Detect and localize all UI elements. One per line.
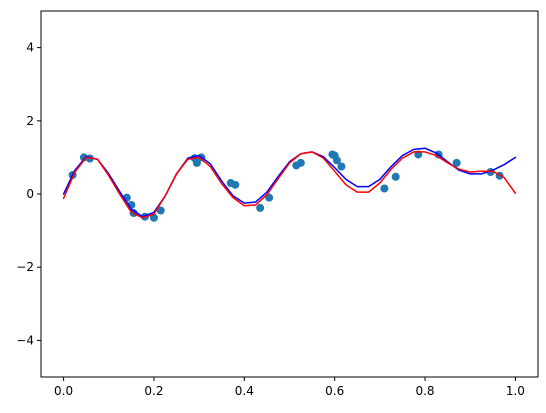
scatter-point	[192, 158, 201, 167]
scatter-point	[149, 213, 158, 222]
scatter-point	[231, 180, 240, 189]
series-line-1	[62, 147, 517, 218]
y-tick-label: 0	[26, 187, 34, 201]
x-tick-label: 0.0	[54, 384, 73, 398]
x-axis: 0.0 0.2 0.4 0.6 0.8 1.0	[54, 377, 525, 398]
y-axis: −4 −2 0 2 4	[16, 41, 41, 347]
scatter-point	[452, 158, 461, 167]
series-lines	[62, 147, 517, 219]
x-tick-label: 0.6	[325, 384, 344, 398]
scatter-point	[391, 172, 400, 181]
scatter-point	[337, 162, 346, 171]
plot-frame	[40, 10, 539, 378]
scatter-point	[296, 158, 305, 167]
scatter-point	[256, 203, 265, 212]
x-tick-label: 0.4	[235, 384, 254, 398]
x-tick-label: 0.2	[144, 384, 163, 398]
scatter-point	[265, 193, 274, 202]
y-tick-label: −4	[16, 333, 34, 347]
scatter-point	[156, 206, 165, 215]
series-line-2	[62, 151, 517, 219]
x-tick-label: 1.0	[506, 384, 525, 398]
scatter-point	[380, 184, 389, 193]
scatter-point	[332, 156, 341, 165]
x-tick-label: 0.8	[415, 384, 434, 398]
y-tick-label: −2	[16, 260, 34, 274]
y-tick-label: 2	[26, 114, 34, 128]
y-tick-label: 4	[26, 41, 34, 55]
